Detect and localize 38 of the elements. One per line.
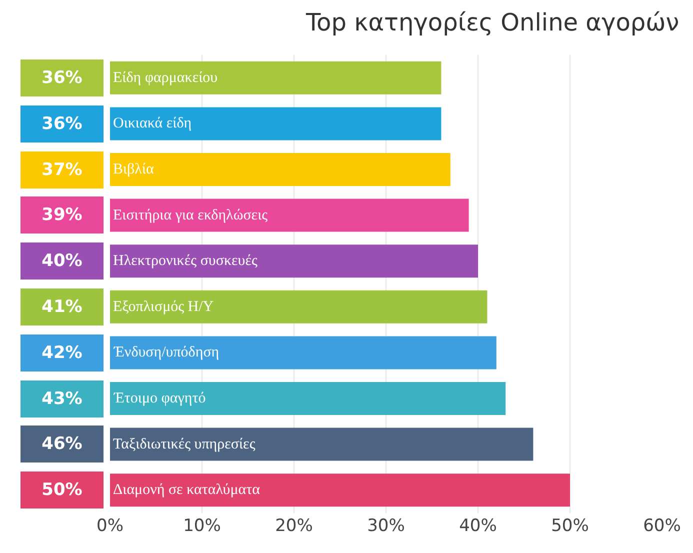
x-tick-label: 0% bbox=[96, 516, 124, 536]
y-tick-label: Οικιακά είδη bbox=[113, 116, 192, 132]
bar bbox=[110, 244, 478, 278]
chart-title: Top κατηγορίες Online αγορών bbox=[304, 8, 680, 37]
data-label: 36% bbox=[42, 68, 82, 88]
bar bbox=[110, 290, 488, 324]
bar bbox=[110, 153, 450, 186]
y-tick-label: Βιβλία bbox=[113, 162, 154, 178]
y-tick-label: Εισιτήρια για εκδηλώσεις bbox=[113, 207, 268, 224]
bar bbox=[110, 107, 442, 140]
bar bbox=[110, 382, 506, 415]
y-tick-label: Εξοπλισμός Η/Υ bbox=[113, 298, 214, 315]
data-label: 36% bbox=[42, 114, 82, 134]
data-label: 39% bbox=[42, 205, 82, 225]
x-tick-label: 40% bbox=[459, 516, 497, 536]
bar bbox=[110, 474, 570, 507]
bar bbox=[110, 198, 469, 232]
data-label: 43% bbox=[42, 389, 82, 409]
x-tick-label: 20% bbox=[275, 516, 313, 536]
data-label: 50% bbox=[42, 480, 82, 500]
data-label: 40% bbox=[42, 251, 82, 271]
y-tick-label: Ταξιδιωτικές υπηρεσίες bbox=[113, 436, 256, 452]
bar bbox=[110, 61, 442, 94]
y-tick-label: Έτοιμο φαγητό bbox=[113, 390, 206, 406]
data-label: 37% bbox=[42, 160, 82, 180]
y-tick-label: Διαμονή σε καταλύματα bbox=[113, 482, 260, 498]
x-tick-label: 30% bbox=[367, 516, 405, 536]
bar bbox=[110, 336, 496, 370]
bar bbox=[110, 428, 534, 461]
y-tick-label: Ένδυση/υπόδηση bbox=[113, 344, 220, 361]
x-tick-label: 60% bbox=[643, 516, 681, 536]
data-label: 41% bbox=[42, 297, 82, 317]
x-tick-label: 50% bbox=[551, 516, 589, 536]
y-tick-label: Είδη φαρμακείου bbox=[113, 70, 218, 86]
data-label: 42% bbox=[42, 343, 82, 363]
data-label: 46% bbox=[42, 434, 82, 454]
y-tick-label: Ηλεκτρονικές συσκευές bbox=[113, 253, 258, 270]
x-tick-label: 10% bbox=[183, 516, 221, 536]
